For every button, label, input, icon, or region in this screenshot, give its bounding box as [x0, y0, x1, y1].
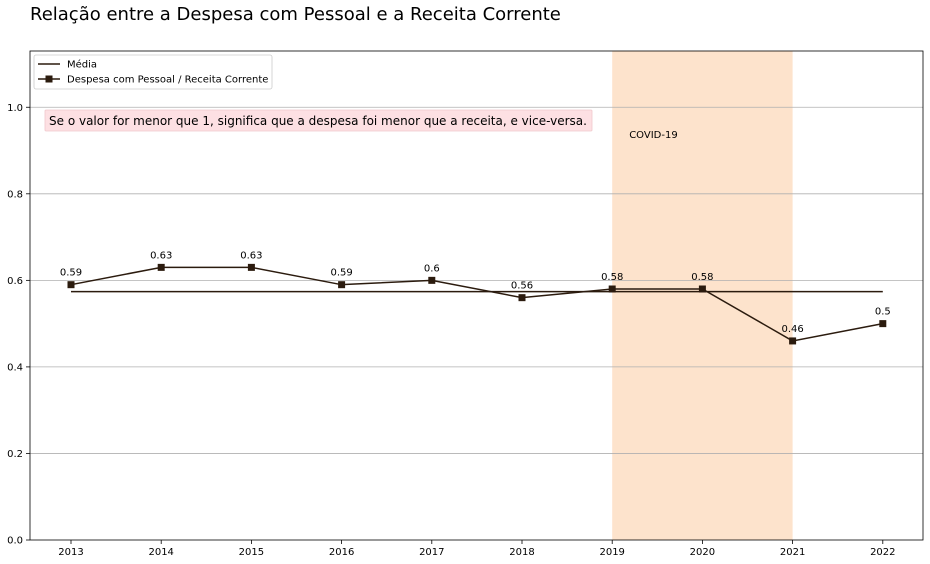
annotation-text: Se o valor for menor que 1, significa qu…	[49, 114, 587, 128]
series-layer	[67, 263, 887, 345]
legend-despesa-label: Despesa com Pessoal / Receita Corrente	[67, 75, 268, 86]
x-tick-label: 2021	[780, 547, 805, 558]
data-point-marker	[428, 276, 436, 284]
data-label: 0.59	[330, 268, 352, 279]
data-labels-layer: 0.59 0.63 0.63 0.59 0.6 0.56 0.58 0.58 0.46 0.5	[60, 250, 891, 335]
grid-layer	[30, 106, 923, 454]
x-tick-label: 2015	[239, 547, 264, 558]
axes-layer: 0.0 0.2 0.4 0.6 0.8 1.0 2013 2014 2015 2016 2017 20…	[7, 50, 924, 558]
x-tick-label: 2022	[870, 547, 895, 558]
y-tick-label: 1.0	[7, 103, 23, 114]
x-tick-label: 2018	[509, 547, 534, 558]
covid-span	[612, 51, 793, 540]
data-point-marker	[698, 285, 706, 293]
data-label: 0.58	[601, 272, 623, 283]
series-despesa-line	[70, 266, 883, 342]
data-point-marker	[67, 281, 75, 289]
covid-span-layer: COVID-19	[612, 51, 793, 540]
data-point-marker	[247, 263, 255, 271]
chart-title: Relação entre a Despesa com Pessoal e a …	[30, 4, 561, 25]
legend-box	[33, 54, 273, 90]
data-point-marker	[338, 281, 346, 289]
x-tick-label: 2016	[329, 547, 354, 558]
covid-span-label: COVID-19	[629, 130, 678, 141]
data-point-marker	[518, 294, 526, 302]
data-label: 0.58	[691, 272, 713, 283]
x-tick-label: 2014	[148, 547, 173, 558]
data-point-marker	[608, 285, 616, 293]
data-point-marker	[157, 263, 165, 271]
x-tick-label: 2020	[690, 547, 715, 558]
data-label: 0.63	[240, 250, 262, 261]
data-point-marker	[879, 320, 887, 328]
annotation-box	[44, 109, 593, 132]
legend-despesa-swatch-marker	[45, 75, 53, 83]
x-tick-label: 2019	[599, 547, 624, 558]
data-label: 0.56	[511, 281, 533, 292]
data-label: 0.59	[60, 268, 82, 279]
x-tick-label: 2013	[58, 547, 83, 558]
y-tick-label: 0.8	[7, 189, 23, 200]
y-tick-label: 0.0	[7, 536, 23, 547]
data-point-marker	[789, 337, 797, 345]
legend-media-label: Média	[67, 59, 97, 71]
annotation-layer: Se o valor for menor que 1, significa qu…	[44, 109, 593, 132]
y-tick-label: 0.2	[7, 449, 23, 460]
x-tick-label: 2017	[419, 547, 444, 558]
y-tick-label: 0.4	[7, 362, 23, 373]
legend: Média Despesa com Pessoal / Receita Corre…	[33, 54, 273, 90]
data-label: 0.46	[781, 324, 803, 335]
y-tick-label: 0.6	[7, 276, 23, 287]
plot-frame	[29, 50, 924, 541]
data-label: 0.63	[150, 250, 172, 261]
data-label: 0.5	[875, 307, 891, 318]
data-label: 0.6	[424, 263, 440, 274]
